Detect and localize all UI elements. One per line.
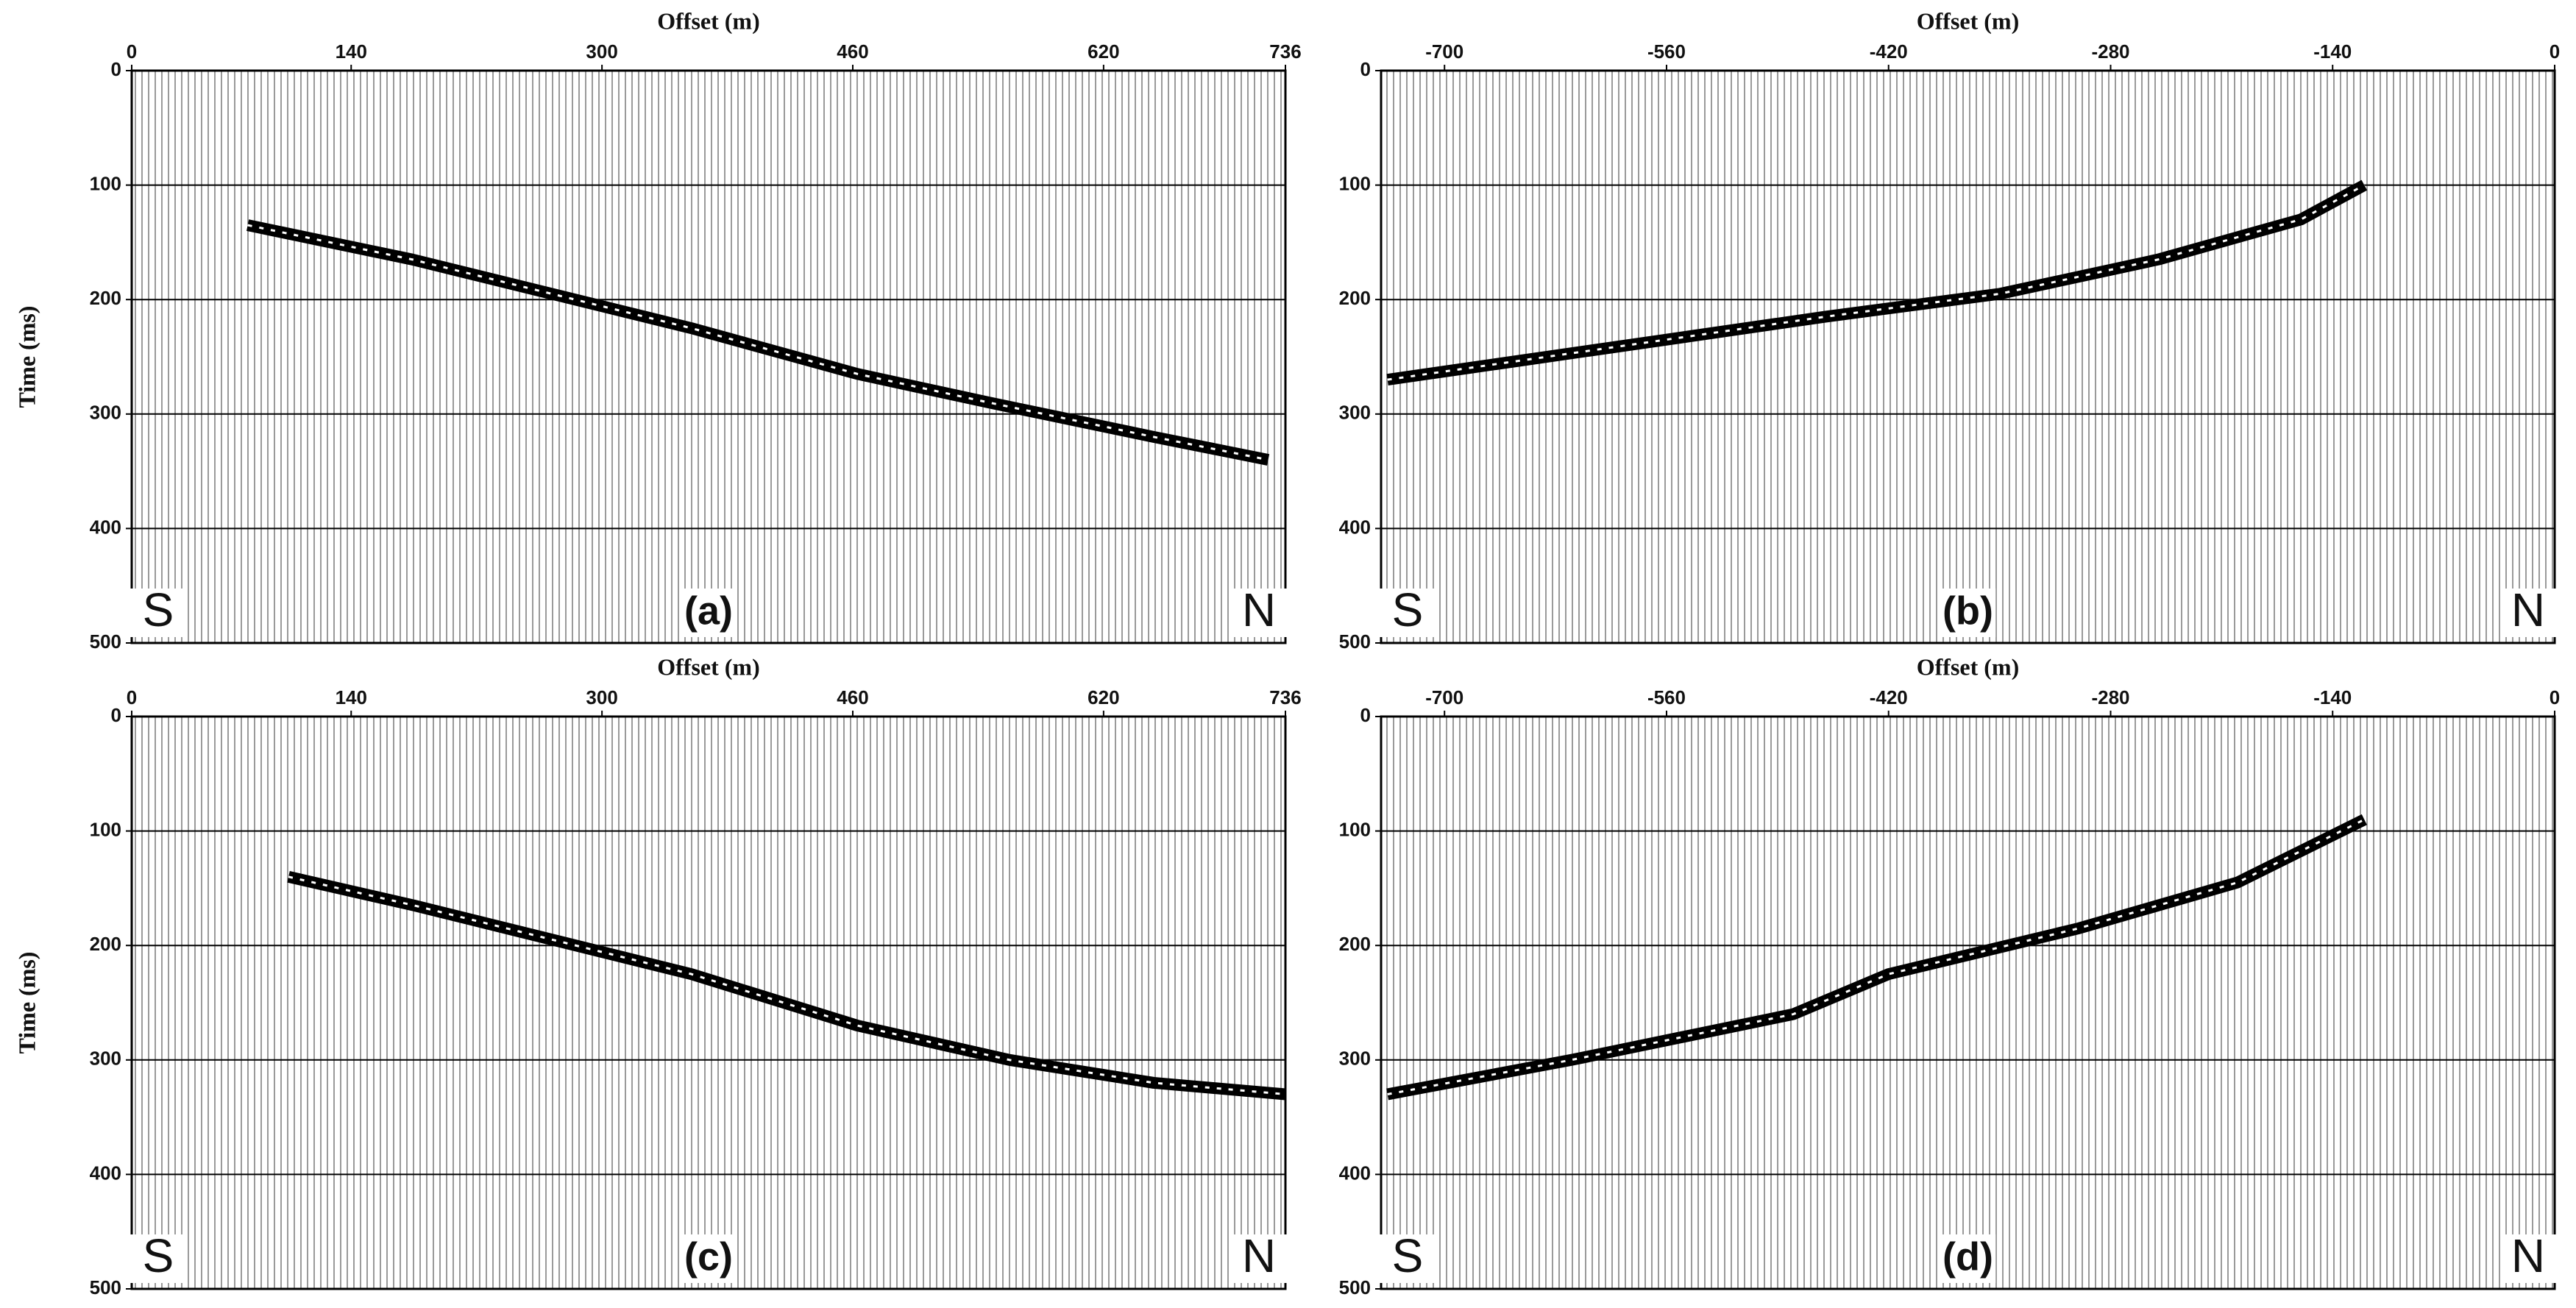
panel-annotation: N — [2511, 583, 2545, 636]
panel-annotation: N — [1242, 1229, 1276, 1282]
y-tick-label: 400 — [90, 516, 121, 538]
x-tick-label: 0 — [2550, 40, 2560, 63]
y-tick-label: 500 — [1339, 1276, 1371, 1298]
x-tick-label: 0 — [2550, 686, 2560, 708]
x-tick-label: 300 — [586, 40, 617, 63]
y-tick-label: 300 — [90, 402, 121, 424]
first-arrival-event — [1386, 180, 2368, 386]
label-backdrop — [1940, 1234, 1996, 1283]
y-tick-label: 300 — [90, 1048, 121, 1070]
x-tick-label: 460 — [837, 40, 868, 63]
trace-background — [132, 71, 1285, 643]
y-tick-label: 400 — [1339, 516, 1371, 538]
label-backdrop — [1380, 589, 1436, 637]
label-backdrop — [681, 589, 737, 637]
x-tick-label: 300 — [586, 686, 617, 708]
y-axis-title: Time (ms) — [13, 952, 40, 1054]
plot-frame — [1380, 69, 2556, 644]
x-axis-title: Offset (m) — [1917, 653, 2019, 680]
x-tick-label: 140 — [336, 40, 367, 63]
y-tick-label: 500 — [90, 1276, 121, 1298]
y-tick-label: 300 — [1339, 402, 1371, 424]
label-backdrop — [1940, 589, 1996, 637]
x-tick-label: -280 — [2091, 686, 2129, 708]
plot-frame — [130, 715, 1287, 1290]
panel-annotation: (c) — [684, 1234, 733, 1279]
y-tick-label: 400 — [90, 1162, 121, 1184]
x-tick-label: 0 — [127, 40, 137, 63]
y-tick-label: 200 — [90, 287, 121, 309]
x-tick-label: 140 — [336, 686, 367, 708]
label-backdrop — [2500, 589, 2556, 637]
panel-annotation: (d) — [1942, 1234, 1993, 1279]
y-tick-label: 0 — [111, 704, 121, 726]
y-tick-label: 0 — [1360, 58, 1371, 80]
x-tick-label: -560 — [1647, 686, 1686, 708]
y-tick-label: 100 — [90, 818, 121, 840]
y-tick-label: 200 — [90, 933, 121, 955]
label-backdrop — [1231, 1234, 1287, 1283]
panel-annotation: S — [1392, 1229, 1424, 1282]
x-tick-label: 620 — [1087, 40, 1119, 63]
x-tick-label: -420 — [1870, 40, 1908, 63]
x-tick-label: 0 — [127, 686, 137, 708]
y-tick-label: 300 — [1339, 1048, 1371, 1070]
panel-annotation: N — [2511, 1229, 2545, 1282]
x-tick-label: -280 — [2091, 40, 2129, 63]
label-backdrop — [2500, 1234, 2556, 1283]
plot-frame — [1380, 715, 2556, 1290]
y-tick-label: 100 — [90, 172, 121, 194]
panel-annotation: N — [1242, 583, 1276, 636]
panel-annotation: S — [143, 583, 174, 636]
y-tick-label: 200 — [1339, 933, 1371, 955]
panel-annotation: S — [1392, 583, 1424, 636]
x-tick-label: 620 — [1087, 686, 1119, 708]
y-axis-title: Time (ms) — [13, 306, 40, 408]
x-tick-label: -140 — [2313, 686, 2352, 708]
x-axis-title: Offset (m) — [657, 7, 759, 34]
label-backdrop — [1380, 1234, 1436, 1283]
event-peak — [247, 224, 1269, 461]
x-tick-label: 736 — [1269, 40, 1301, 63]
y-tick-label: 400 — [1339, 1162, 1371, 1184]
x-tick-label: -700 — [1425, 686, 1463, 708]
panel-annotation: S — [143, 1229, 174, 1282]
y-tick-label: 100 — [1339, 172, 1371, 194]
trace-background — [1381, 717, 2555, 1289]
y-tick-label: 500 — [90, 630, 121, 653]
x-tick-label: -140 — [2313, 40, 2352, 63]
panel-annotation: (a) — [684, 589, 733, 633]
y-axis-title: Time (ms) — [13, 952, 40, 1054]
panel-annotation: (b) — [1942, 589, 1993, 633]
x-tick-label: 736 — [1269, 686, 1301, 708]
x-tick-label: -420 — [1870, 686, 1908, 708]
x-tick-label: -560 — [1647, 40, 1686, 63]
y-tick-label: 100 — [1339, 818, 1371, 840]
label-backdrop — [1231, 589, 1287, 637]
y-tick-label: 0 — [111, 58, 121, 80]
first-arrival-event — [1386, 814, 2367, 1101]
y-tick-label: 0 — [1360, 704, 1371, 726]
label-backdrop — [130, 589, 186, 637]
trace-background — [132, 717, 1285, 1289]
label-backdrop — [681, 1234, 737, 1283]
y-tick-label: 200 — [1339, 287, 1371, 309]
x-axis-title: Offset (m) — [657, 653, 759, 680]
y-tick-label: 500 — [1339, 630, 1371, 653]
x-tick-label: 460 — [837, 686, 868, 708]
x-axis-title: Offset (m) — [1917, 7, 2019, 34]
plot-frame — [130, 69, 1287, 644]
x-tick-label: -700 — [1425, 40, 1463, 63]
label-backdrop — [130, 1234, 186, 1283]
first-arrival-event — [287, 871, 1286, 1101]
y-axis-title: Time (ms) — [13, 306, 40, 408]
